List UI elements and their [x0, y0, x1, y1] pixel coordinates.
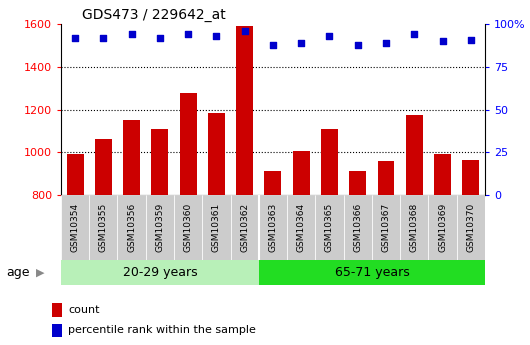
Bar — [349, 171, 366, 195]
Bar — [67, 154, 84, 195]
Bar — [152, 129, 169, 195]
Point — [127, 32, 136, 37]
Bar — [259, 195, 287, 260]
Text: age: age — [6, 266, 30, 279]
Point — [382, 40, 390, 46]
Text: GSM10360: GSM10360 — [184, 203, 192, 252]
Text: GSM10366: GSM10366 — [354, 203, 362, 252]
Bar — [434, 154, 451, 195]
Text: GSM10365: GSM10365 — [325, 203, 334, 252]
Bar — [259, 260, 485, 285]
Text: count: count — [68, 305, 100, 315]
Point — [184, 32, 192, 37]
Text: GSM10356: GSM10356 — [127, 203, 136, 252]
Bar — [123, 120, 140, 195]
Text: 65-71 years: 65-71 years — [334, 266, 409, 279]
Text: GSM10367: GSM10367 — [382, 203, 391, 252]
Text: GSM10354: GSM10354 — [70, 203, 80, 252]
Bar — [236, 26, 253, 195]
Bar — [202, 195, 231, 260]
Text: GSM10368: GSM10368 — [410, 203, 419, 252]
Bar — [61, 195, 89, 260]
Text: ▶: ▶ — [36, 268, 45, 277]
Point — [241, 28, 249, 34]
Bar — [52, 304, 62, 317]
Bar — [264, 171, 281, 195]
Bar — [343, 195, 372, 260]
Text: percentile rank within the sample: percentile rank within the sample — [68, 325, 256, 335]
Bar — [118, 195, 146, 260]
Text: GSM10364: GSM10364 — [297, 203, 306, 252]
Text: GSM10359: GSM10359 — [155, 203, 164, 252]
Point — [99, 35, 108, 41]
Point — [156, 35, 164, 41]
Text: GSM10369: GSM10369 — [438, 203, 447, 252]
Text: GSM10355: GSM10355 — [99, 203, 108, 252]
Bar — [372, 195, 400, 260]
Bar — [146, 195, 174, 260]
Bar — [321, 129, 338, 195]
Bar — [287, 195, 315, 260]
Text: GSM10362: GSM10362 — [240, 203, 249, 252]
Bar — [377, 161, 394, 195]
Bar — [89, 195, 118, 260]
Bar — [231, 195, 259, 260]
Point — [410, 32, 419, 37]
Bar — [180, 93, 197, 195]
Text: GSM10361: GSM10361 — [212, 203, 221, 252]
Point — [466, 37, 475, 42]
Point — [212, 33, 220, 39]
Point — [269, 42, 277, 47]
Bar — [174, 195, 202, 260]
Bar — [406, 115, 423, 195]
Bar — [95, 139, 112, 195]
Text: GSM10370: GSM10370 — [466, 203, 475, 252]
Bar — [400, 195, 428, 260]
Bar — [61, 260, 259, 285]
Bar — [428, 195, 457, 260]
Bar — [315, 195, 343, 260]
Point — [438, 39, 447, 44]
Bar — [208, 113, 225, 195]
Bar — [462, 160, 479, 195]
Point — [71, 35, 80, 41]
Text: GDS473 / 229642_at: GDS473 / 229642_at — [82, 8, 226, 22]
Point — [325, 33, 334, 39]
Bar — [293, 151, 310, 195]
Text: 20-29 years: 20-29 years — [122, 266, 197, 279]
Point — [354, 42, 362, 47]
Text: GSM10363: GSM10363 — [269, 203, 277, 252]
Bar — [457, 195, 485, 260]
Point — [297, 40, 305, 46]
Bar — [52, 324, 62, 337]
